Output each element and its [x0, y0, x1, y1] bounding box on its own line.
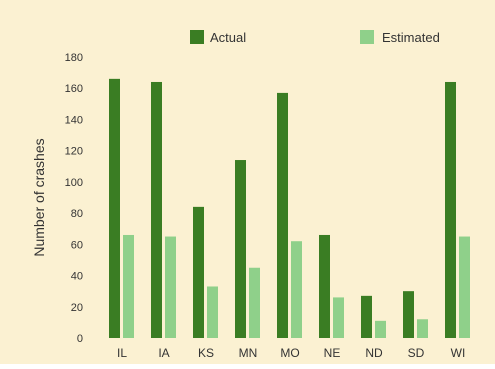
- bar-actual-sd: [403, 291, 414, 338]
- bar-actual-mo: [277, 92, 288, 339]
- legend-label-estimated: Estimated: [382, 30, 440, 45]
- y-tick-label: 180: [65, 52, 83, 64]
- y-tick-label: 60: [71, 239, 83, 251]
- bar-estimated-mo: [291, 241, 302, 338]
- x-tick-label: SD: [408, 346, 425, 360]
- bar-actual-il: [109, 78, 120, 338]
- x-tick-label: NE: [324, 346, 341, 360]
- legend-swatch-estimated: [360, 30, 374, 44]
- x-tick-label: KS: [198, 346, 214, 360]
- bar-estimated-ne: [333, 297, 344, 338]
- y-tick-label: 20: [71, 302, 83, 314]
- x-tick-label: MO: [280, 346, 299, 360]
- y-tick-label: 0: [77, 333, 83, 345]
- y-tick-label: 160: [65, 83, 83, 95]
- y-tick-label: 120: [65, 146, 83, 158]
- x-tick-label: ND: [365, 346, 383, 360]
- bar-actual-mn: [235, 160, 246, 338]
- x-tick-label: IA: [158, 346, 169, 360]
- legend-swatch-actual: [190, 30, 204, 44]
- legend: Actual Estimated: [190, 30, 440, 45]
- bar-estimated-sd: [417, 319, 428, 338]
- bar-actual-ia: [151, 81, 162, 338]
- bar-estimated-nd: [375, 320, 386, 338]
- x-tick-label: WI: [451, 346, 466, 360]
- bar-estimated-ia: [165, 236, 176, 338]
- bar-actual-nd: [361, 295, 372, 338]
- y-tick-label: 100: [65, 177, 83, 189]
- legend-label-actual: Actual: [210, 30, 246, 45]
- x-tick-label: MN: [239, 346, 258, 360]
- x-tick-label: IL: [117, 346, 127, 360]
- bar-estimated-mn: [249, 267, 260, 338]
- labels: IL IA KS MN MO NE ND SD WI: [117, 346, 465, 360]
- y-tick-label: 80: [71, 208, 83, 220]
- axes: 0 20 40 60 80 100 120 140 160 180 Number of crashe…: [31, 52, 83, 345]
- bar-estimated-il: [123, 234, 134, 338]
- bar-actual-ne: [319, 234, 330, 338]
- y-tick-label: 140: [65, 114, 83, 126]
- bar-estimated-ks: [207, 286, 218, 338]
- bar-estimated-wi: [459, 236, 470, 338]
- y-axis-title: Number of crashes: [31, 138, 47, 256]
- bars: [109, 78, 470, 339]
- y-tick-label: 40: [71, 271, 83, 283]
- bar-actual-wi: [445, 81, 456, 338]
- bar-actual-ks: [193, 206, 204, 338]
